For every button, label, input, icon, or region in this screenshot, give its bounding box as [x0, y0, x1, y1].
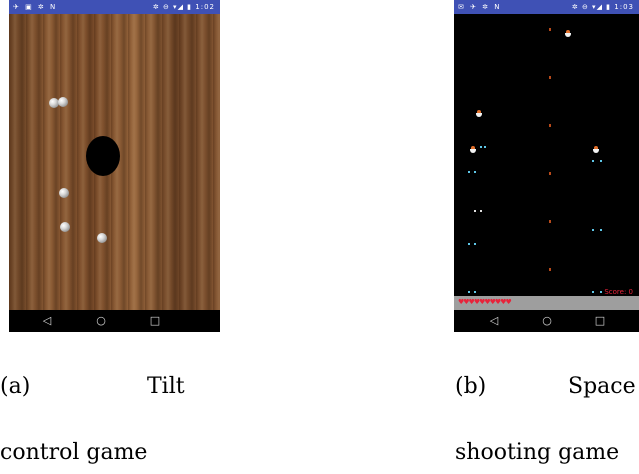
ball	[49, 98, 59, 108]
wooden-board[interactable]	[9, 14, 220, 310]
bullet	[549, 28, 551, 31]
star-pair	[592, 291, 602, 293]
status-bar-right: ✲ ⊖ ▾◢ ▮ 1:03	[572, 0, 634, 14]
bullet	[549, 268, 551, 271]
status-bar-right-icons: ✲ ⊖ ▾◢ ▮	[152, 3, 193, 11]
enemy-ship-icon	[565, 30, 571, 37]
caption-a-line2: control game	[0, 440, 148, 465]
space-playfield[interactable]: ♥♥♥♥♥♥♥♥♥♥ Score: 0	[454, 14, 639, 310]
tilt-game-screenshot: ✈ ▣ ✲ N ✲ ⊖ ▾◢ ▮ 1:02 ◁ ○ □	[9, 0, 220, 332]
status-bar-right-icons: ✲ ⊖ ▾◢ ▮	[571, 3, 612, 11]
ball	[97, 233, 107, 243]
status-bar-right: ✲ ⊖ ▾◢ ▮ 1:02	[153, 0, 215, 14]
android-nav-bar: ◁ ○ □	[9, 310, 220, 332]
ball	[58, 97, 68, 107]
status-bar-time: 1:03	[614, 3, 634, 11]
lives-hearts: ♥♥♥♥♥♥♥♥♥♥	[458, 298, 512, 306]
android-home-icon[interactable]: ○	[96, 314, 106, 327]
enemy-ship-icon	[470, 146, 476, 153]
enemy-ship-icon	[593, 146, 599, 153]
ball	[59, 188, 69, 198]
star-pair	[468, 291, 476, 293]
ball	[60, 222, 70, 232]
android-back-icon[interactable]: ◁	[489, 314, 499, 327]
status-bar: ✈ ▣ ✲ N ✲ ⊖ ▾◢ ▮ 1:02	[9, 0, 220, 14]
android-home-icon[interactable]: ○	[542, 314, 552, 327]
target-hole	[86, 136, 120, 176]
score-label: Score: 0	[604, 288, 633, 296]
android-recents-icon[interactable]: □	[594, 314, 606, 327]
bullet	[549, 172, 551, 175]
bullet	[549, 220, 551, 223]
star-pair	[592, 160, 602, 162]
star-pair	[468, 171, 476, 173]
caption-b-line2: shooting game	[455, 440, 620, 465]
space-game-screenshot: ✉ ✈ ✲ N ✲ ⊖ ▾◢ ▮ 1:03 ♥♥♥♥♥♥♥♥♥♥	[454, 0, 639, 332]
android-recents-icon[interactable]: □	[149, 314, 161, 327]
enemy-ship-icon	[476, 110, 482, 117]
status-bar-left-icons: ✉ ✈ ✲ N	[458, 3, 502, 11]
caption-a-label: (a)	[0, 374, 31, 399]
hud-bar: ♥♥♥♥♥♥♥♥♥♥ Score: 0	[454, 288, 639, 310]
star-pair	[474, 210, 482, 212]
caption-b-label: (b)	[455, 374, 487, 399]
status-bar-time: 1:02	[195, 3, 215, 11]
status-bar-left-icons: ✈ ▣ ✲ N	[13, 3, 58, 11]
star-pair	[480, 146, 486, 148]
status-bar: ✉ ✈ ✲ N ✲ ⊖ ▾◢ ▮ 1:03	[454, 0, 639, 14]
caption-a-title: Tilt	[147, 374, 185, 399]
bullet	[549, 124, 551, 127]
caption-b-title: Space	[568, 374, 636, 399]
android-back-icon[interactable]: ◁	[42, 314, 52, 327]
android-nav-bar: ◁ ○ □	[454, 310, 639, 332]
star-pair	[592, 229, 602, 231]
bullet	[549, 76, 551, 79]
star-pair	[468, 243, 476, 245]
